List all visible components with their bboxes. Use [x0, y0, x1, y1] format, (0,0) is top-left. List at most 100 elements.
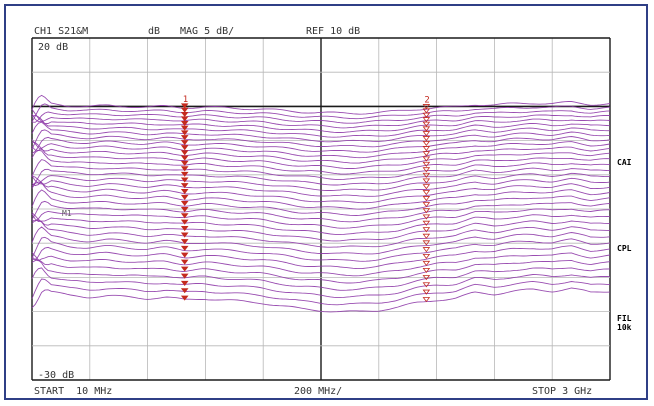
trace-33 — [31, 278, 610, 306]
marker-2-point-16 — [422, 178, 431, 184]
marker-1-point-25 — [180, 232, 189, 238]
marker-2-point-5 — [422, 121, 431, 127]
marker-1-label: 1 — [183, 95, 188, 105]
marker-1-point-21 — [180, 207, 189, 213]
trace-27 — [31, 236, 611, 262]
cpl-indicator: CPL — [617, 244, 632, 253]
marker-1-point-18 — [180, 188, 189, 195]
marker-1-point-8 — [180, 135, 189, 141]
marker-2-point-29 — [422, 260, 431, 266]
marker-2-point-6 — [422, 126, 431, 132]
marker-1-point-28 — [180, 252, 189, 258]
marker-2-point-26 — [422, 240, 431, 246]
marker-2-point-28 — [422, 253, 431, 260]
marker-1-point-9 — [180, 140, 189, 146]
marker-1-point-29 — [180, 259, 189, 265]
trace-7 — [31, 121, 610, 143]
marker-2-point-32 — [422, 282, 431, 288]
trace-16 — [31, 172, 610, 191]
marker-2-point-9 — [422, 140, 431, 147]
trace-26 — [31, 226, 611, 255]
trace-20 — [31, 189, 611, 216]
unit-label: dB — [148, 26, 161, 37]
trace-21 — [31, 200, 611, 223]
trace-31 — [31, 258, 611, 291]
marker-2-point-12 — [422, 156, 431, 162]
trace-10 — [31, 141, 611, 159]
trace-12 — [31, 141, 611, 169]
trace-1 — [31, 94, 611, 115]
trace-3 — [31, 110, 611, 124]
marker-2-point-20 — [422, 202, 431, 208]
stop-frequency: STOP 3 GHz — [532, 386, 593, 397]
trace-17 — [31, 175, 611, 197]
trace-2 — [31, 103, 611, 122]
marker-2-label: 2 — [424, 95, 429, 105]
marker-1-point-22 — [180, 213, 189, 219]
marker-2-point-8 — [422, 136, 431, 142]
trace-28 — [31, 245, 611, 270]
trace-25 — [31, 219, 610, 248]
trace-14 — [31, 159, 611, 181]
marker-1-point-32 — [180, 280, 189, 286]
marker-1-point-4 — [180, 116, 189, 122]
marker-2-point-2 — [422, 108, 431, 114]
start-frequency: START 10 MHz — [34, 386, 113, 397]
trace-23 — [31, 213, 611, 236]
marker-1-point-13 — [180, 160, 189, 166]
marker-2-point-10 — [422, 146, 431, 152]
marker-1-point-14 — [180, 166, 189, 172]
marker-2-point-22 — [422, 214, 431, 220]
marker-1-point-2 — [180, 107, 189, 113]
marker-1-point-34 — [180, 295, 189, 301]
trace-24 — [31, 212, 611, 242]
marker-1-point-1 — [180, 103, 189, 109]
marker-1-point-24 — [180, 226, 189, 232]
trace-4 — [31, 113, 611, 129]
top-scale-label: 20 dB — [38, 42, 69, 53]
trace-15 — [31, 167, 611, 187]
trace-30 — [31, 252, 611, 284]
bottom-scale-label: -30 dB — [38, 370, 75, 381]
channel-label: CH1 S21&M — [34, 26, 89, 37]
marker-2-point-14 — [422, 167, 431, 173]
trace-34 — [31, 287, 611, 313]
ref-level-label: REF 10 dB — [306, 26, 361, 37]
marker-2-point-18 — [422, 190, 431, 196]
marker-1-point-7 — [180, 130, 189, 136]
marker-1-point-6 — [180, 125, 189, 131]
marker-1-point-5 — [180, 120, 189, 127]
marker-1-point-3 — [180, 111, 189, 118]
trace-8 — [31, 129, 611, 150]
trace-5 — [31, 109, 611, 133]
marker-1-point-26 — [180, 239, 189, 245]
marker-2-point-24 — [422, 227, 431, 233]
format-label: MAG 5 dB/ — [180, 26, 235, 37]
marker-1-point-31 — [180, 273, 189, 279]
marker-2-point-34 — [422, 297, 431, 303]
marker-1-point-11 — [180, 150, 189, 156]
marker-2-point-7 — [422, 131, 431, 137]
marker-1-point-15 — [180, 171, 189, 177]
cal-indicator: CAI — [617, 158, 632, 167]
marker-2-point-23 — [422, 220, 431, 226]
trace-11 — [31, 138, 611, 164]
trace-22 — [31, 208, 610, 229]
marker-1-point-20 — [180, 200, 189, 207]
analyzer-display: 1 2 CH1 S21&M dB MAG 5 dB/ REF 10 dB 20 d… — [4, 4, 648, 400]
span-per-division: 200 MHz/ — [294, 386, 343, 397]
marker-2-point-17 — [422, 184, 431, 190]
marker-2-point-27 — [422, 247, 431, 253]
marker-2-point-15 — [422, 172, 431, 178]
trace-19 — [31, 181, 611, 210]
trace-13 — [31, 149, 611, 175]
marker-1-point-23 — [180, 219, 189, 225]
marker-2-point-19 — [422, 196, 431, 202]
trace-29 — [31, 252, 611, 277]
trace-6 — [31, 114, 611, 138]
filter-indicator: FIL — [617, 314, 632, 323]
trace-18 — [31, 175, 611, 204]
marker-1-point-30 — [180, 266, 189, 272]
marker-2-point-31 — [422, 275, 431, 281]
marker-2-point-13 — [422, 161, 431, 167]
